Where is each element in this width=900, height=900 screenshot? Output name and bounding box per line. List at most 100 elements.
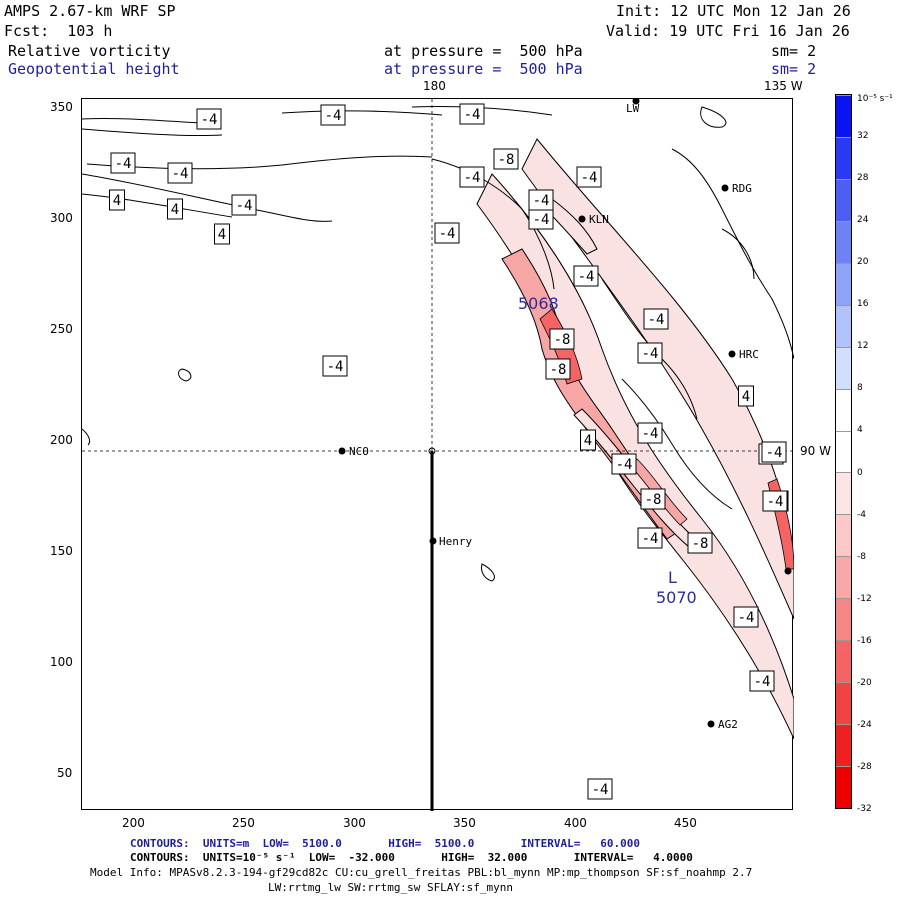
footer-model-info: Model Info: MPASv8.2.3-194-gf29cd82c CU:… (90, 866, 753, 879)
y-tick: 250 (50, 322, 73, 336)
field1-name: Relative vorticity (8, 42, 171, 60)
station-hrc[interactable]: HRC (728, 348, 759, 361)
map-panel: LW RDG KLN HRC NCO Henry AG2 5068 L 5070… (81, 97, 795, 811)
cross-section-origin (428, 447, 436, 455)
contour-label: -8 (498, 152, 515, 168)
contour-label: -4 (533, 212, 550, 228)
field2-smoothing: sm= 2 (771, 60, 817, 78)
field2-level: at pressure = 500 hPa (384, 60, 583, 78)
colorbar-label: 12 (857, 341, 869, 352)
x-tick: 400 (564, 816, 587, 830)
contour-label-box (576, 166, 602, 188)
colorbar-segment (836, 472, 851, 515)
station-rdg[interactable]: RDG (721, 182, 752, 195)
colorbar-segment (836, 514, 851, 557)
contour-label: -4 (115, 156, 132, 172)
y-tick: 100 (50, 655, 73, 669)
station-nco[interactable]: NCO (338, 445, 369, 458)
contour-label: -4 (642, 426, 659, 442)
init-time: Init: 12 UTC Mon 12 Jan 26 (616, 2, 851, 20)
svg-text:LW: LW (626, 102, 640, 115)
station-ag2[interactable]: AG2 (707, 718, 738, 731)
colorbar-label: -28 (857, 761, 872, 772)
height-label-5068: 5068 (518, 294, 559, 313)
model-title: AMPS 2.67-km WRF SP (4, 2, 176, 20)
contour-label-box (687, 532, 713, 554)
colorbar-label: -16 (857, 635, 872, 646)
contour-label: -4 (766, 445, 783, 461)
height-label-5070: 5070 (656, 588, 697, 607)
contour-label: 4 (218, 227, 226, 243)
vorticity-map: LW RDG KLN HRC NCO Henry AG2 5068 L 5070… (81, 97, 795, 811)
x-tick: 300 (343, 816, 366, 830)
contour-label-box (459, 103, 485, 125)
colorbar-label: 32 (857, 131, 869, 142)
contour-label-box (587, 778, 613, 800)
colorbar-label: -8 (857, 551, 866, 562)
contour-label: 4 (584, 433, 592, 449)
colorbar-segment (836, 766, 851, 808)
svg-text:RDG: RDG (732, 182, 752, 195)
colorbar-label: 0 (857, 467, 863, 478)
contour-label-box (167, 198, 183, 220)
contour-label-box (733, 606, 759, 628)
colorbar-segment (836, 640, 851, 683)
contour-label: -4 (754, 674, 771, 690)
svg-text:HRC: HRC (739, 348, 759, 361)
x-tick: 200 (122, 816, 145, 830)
contour-label-box (580, 429, 596, 451)
contour-label: -4 (172, 166, 189, 182)
contour-label-box (214, 223, 230, 245)
contour-label: -4 (464, 170, 481, 186)
contour-label-box (528, 189, 554, 211)
contour-label: -4 (642, 346, 659, 362)
contour-label: -4 (325, 108, 342, 124)
contour-label: -4 (201, 112, 218, 128)
y-tick: 150 (50, 544, 73, 558)
station-kln[interactable]: KLN (578, 213, 609, 226)
contour-label-box (545, 358, 571, 380)
colorbar-segment (836, 95, 851, 137)
footer-contours-height: CONTOURS: UNITS=m LOW= 5100.0 HIGH= 5100… (130, 837, 640, 850)
contour-label-box (322, 355, 348, 377)
contour-label: -4 (581, 170, 598, 186)
contour-label-box (459, 166, 485, 188)
colorbar-label: -12 (857, 593, 872, 604)
vorticity-fill (476, 138, 795, 740)
svg-text:KLN: KLN (589, 213, 609, 226)
contour-label: -4 (592, 782, 609, 798)
colorbar-label: -20 (857, 677, 872, 688)
svg-text:NCO: NCO (349, 445, 369, 458)
contour-label: -4 (327, 359, 344, 375)
vorticity-contours (81, 105, 795, 582)
contour-label-box (109, 189, 125, 211)
forecast-hour: Fcst: 103 h (4, 22, 113, 40)
contour-label: 4 (113, 193, 121, 209)
colorbar-segment (836, 598, 851, 641)
station-lw[interactable]: LW (626, 97, 640, 115)
meridian-label-180: 180 (423, 79, 446, 93)
colorbar-label: 20 (857, 257, 869, 268)
field1-level: at pressure = 500 hPa (384, 42, 583, 60)
contour-label-box (643, 308, 669, 330)
contour-label: 4 (742, 389, 750, 405)
colorbar (835, 94, 852, 809)
colorbar-segment (836, 136, 851, 179)
contour-label-box (573, 265, 599, 287)
contour-label-box (761, 441, 787, 463)
colorbar-label: 24 (857, 215, 869, 226)
contour-label-box (549, 328, 575, 350)
contour-label: -4 (533, 193, 550, 209)
colorbar-segment (836, 178, 851, 221)
station-henry[interactable]: Henry (429, 535, 473, 548)
colorbar-label: 4 (857, 425, 863, 436)
footer-contours-vorticity: CONTOURS: UNITS=10⁻⁵ s⁻¹ LOW= -32.000 HI… (130, 851, 693, 864)
colorbar-segment (836, 724, 851, 766)
colorbar-segment (836, 304, 851, 347)
contour-label-box (320, 104, 346, 126)
contour-label-box (611, 453, 637, 475)
colorbar-segment (836, 682, 851, 725)
meridian-label-90w: 90 W (800, 444, 831, 458)
station-unnamed[interactable] (784, 567, 792, 575)
colorbar-unit: 10⁻⁵ s⁻¹ (857, 94, 893, 104)
